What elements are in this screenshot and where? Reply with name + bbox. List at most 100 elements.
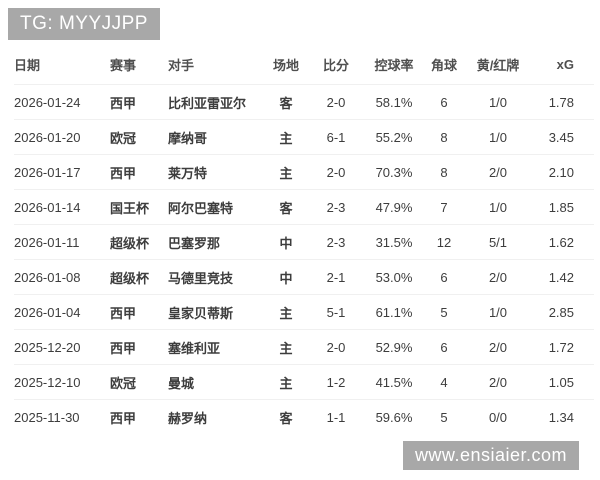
cell-cards: 1/0	[488, 199, 508, 215]
cell-possession: 61.1%	[375, 304, 413, 320]
column-header-competition: 赛事	[110, 57, 137, 73]
table-row: 2026-01-04 西甲 皇家贝蒂斯 主 5-1 61.1% 5 1/0 2.85	[14, 294, 594, 329]
cell-score: 2-0	[326, 94, 346, 110]
table-row: 2026-01-24 西甲 比利亚雷亚尔 客 2-0 58.1% 6 1/0 1.78	[14, 84, 594, 119]
cell-cards: 1/0	[488, 304, 508, 320]
cell-corners: 4	[440, 374, 448, 390]
cell-competition: 西甲	[110, 340, 137, 356]
table-row: 2026-01-17 西甲 莱万特 主 2-0 70.3% 8 2/0 2.10	[14, 154, 594, 189]
cell-date: 2026-01-08	[14, 269, 81, 285]
column-header-cards: 黄/红牌	[476, 57, 520, 73]
table-row: 2026-01-11 超级杯 巴塞罗那 中 2-3 31.5% 12 5/1 1.62	[14, 224, 594, 259]
watermark-badge-bottom: www.ensiaier.com	[402, 441, 579, 470]
cell-score: 2-0	[326, 339, 346, 355]
cell-venue: 客	[279, 95, 293, 111]
cell-corners: 5	[440, 409, 448, 425]
cell-venue: 主	[279, 305, 293, 321]
cell-score: 2-1	[326, 269, 346, 285]
cell-xg: 1.62	[548, 234, 574, 250]
cell-corners: 5	[440, 304, 448, 320]
cell-competition: 超级杯	[110, 235, 150, 251]
column-header-corners: 角球	[430, 57, 457, 73]
cell-xg: 2.10	[548, 164, 574, 180]
column-header-opponent: 对手	[168, 57, 195, 73]
cell-date: 2026-01-14	[14, 199, 81, 215]
cell-cards: 1/0	[488, 94, 508, 110]
cell-cards: 2/0	[488, 164, 508, 180]
cell-possession: 53.0%	[375, 269, 413, 285]
cell-score: 1-1	[326, 409, 346, 425]
cell-opponent: 摩纳哥	[168, 130, 208, 146]
cell-date: 2026-01-11	[14, 234, 80, 250]
cell-corners: 6	[440, 339, 448, 355]
cell-xg: 1.42	[548, 269, 574, 285]
cell-date: 2026-01-17	[14, 164, 81, 180]
cell-venue: 客	[279, 410, 293, 426]
cell-cards: 1/0	[488, 129, 508, 145]
cell-corners: 7	[440, 199, 448, 215]
cell-competition: 西甲	[110, 410, 137, 426]
cell-venue: 主	[279, 375, 293, 391]
cell-venue: 主	[279, 130, 293, 146]
cell-corners: 6	[440, 269, 448, 285]
table-row: 2026-01-08 超级杯 马德里竞技 中 2-1 53.0% 6 2/0 1.42	[14, 259, 594, 294]
cell-opponent: 赫罗纳	[168, 410, 208, 426]
cell-opponent: 莱万特	[168, 165, 208, 181]
cell-venue: 主	[279, 165, 293, 181]
cell-xg: 1.78	[548, 94, 574, 110]
cell-score: 6-1	[326, 129, 346, 145]
cell-possession: 55.2%	[375, 129, 413, 145]
cell-opponent: 巴塞罗那	[168, 235, 221, 251]
cell-opponent: 曼城	[168, 375, 195, 391]
cell-competition: 国王杯	[110, 200, 150, 216]
cell-venue: 主	[279, 340, 293, 356]
table-body: 2026-01-24 西甲 比利亚雷亚尔客 2-0 58.1% 6 1/0 1.78 2026-…	[14, 84, 594, 434]
cell-score: 2-0	[326, 164, 346, 180]
cell-xg: 1.72	[548, 339, 574, 355]
column-header-venue: 场地	[272, 57, 299, 73]
match-stats-table: 日期 赛事 对手 场地 比分 控球率 角球 黄/红牌 xG 2026-01-24 西甲 比利亚雷亚尔…	[0, 44, 600, 434]
table-header-row: 日期 赛事 对手 场地 比分 控球率 角球 黄/红牌 xG	[14, 44, 594, 84]
cell-cards: 2/0	[488, 339, 508, 355]
cell-opponent: 皇家贝蒂斯	[168, 305, 234, 321]
cell-score: 2-3	[326, 234, 346, 250]
cell-corners: 12	[436, 234, 452, 250]
cell-xg: 1.85	[548, 199, 574, 215]
cell-corners: 8	[440, 164, 448, 180]
cell-opponent: 比利亚雷亚尔	[168, 95, 247, 111]
cell-corners: 8	[440, 129, 448, 145]
cell-cards: 2/0	[488, 269, 508, 285]
cell-cards: 0/0	[488, 409, 508, 425]
cell-competition: 西甲	[110, 305, 137, 321]
cell-venue: 中	[279, 235, 293, 251]
cell-date: 2026-01-04	[14, 304, 81, 320]
cell-xg: 1.34	[548, 409, 574, 425]
cell-competition: 超级杯	[110, 270, 150, 286]
cell-date: 2026-01-20	[14, 129, 81, 145]
column-header-possession: 控球率	[374, 57, 414, 73]
cell-date: 2026-01-24	[14, 94, 81, 110]
cell-venue: 中	[279, 270, 293, 286]
column-header-date: 日期	[14, 57, 41, 73]
cell-cards: 5/1	[488, 234, 508, 250]
cell-possession: 52.9%	[375, 339, 413, 355]
cell-possession: 58.1%	[375, 94, 413, 110]
cell-score: 2-3	[326, 199, 346, 215]
cell-date: 2025-12-10	[14, 374, 81, 390]
cell-date: 2025-11-30	[14, 409, 80, 425]
cell-competition: 西甲	[110, 95, 137, 111]
column-header-score: 比分	[322, 57, 349, 73]
cell-score: 1-2	[326, 374, 346, 390]
table-row: 2026-01-14 国王杯 阿尔巴塞特 客 2-3 47.9% 7 1/0 1.85	[14, 189, 594, 224]
table-row: 2025-11-30 西甲 赫罗纳 客 1-1 59.6% 5 0/0 1.34	[14, 399, 594, 434]
cell-competition: 欧冠	[110, 130, 137, 146]
cell-opponent: 塞维利亚	[168, 340, 221, 356]
cell-date: 2025-12-20	[14, 339, 81, 355]
cell-corners: 6	[440, 94, 448, 110]
table-row: 2025-12-10 欧冠 曼城 主 1-2 41.5% 4 2/0 1.05	[14, 364, 594, 399]
cell-xg: 2.85	[548, 304, 574, 320]
cell-xg: 1.05	[548, 374, 574, 390]
cell-opponent: 阿尔巴塞特	[168, 200, 234, 216]
cell-possession: 59.6%	[375, 409, 413, 425]
